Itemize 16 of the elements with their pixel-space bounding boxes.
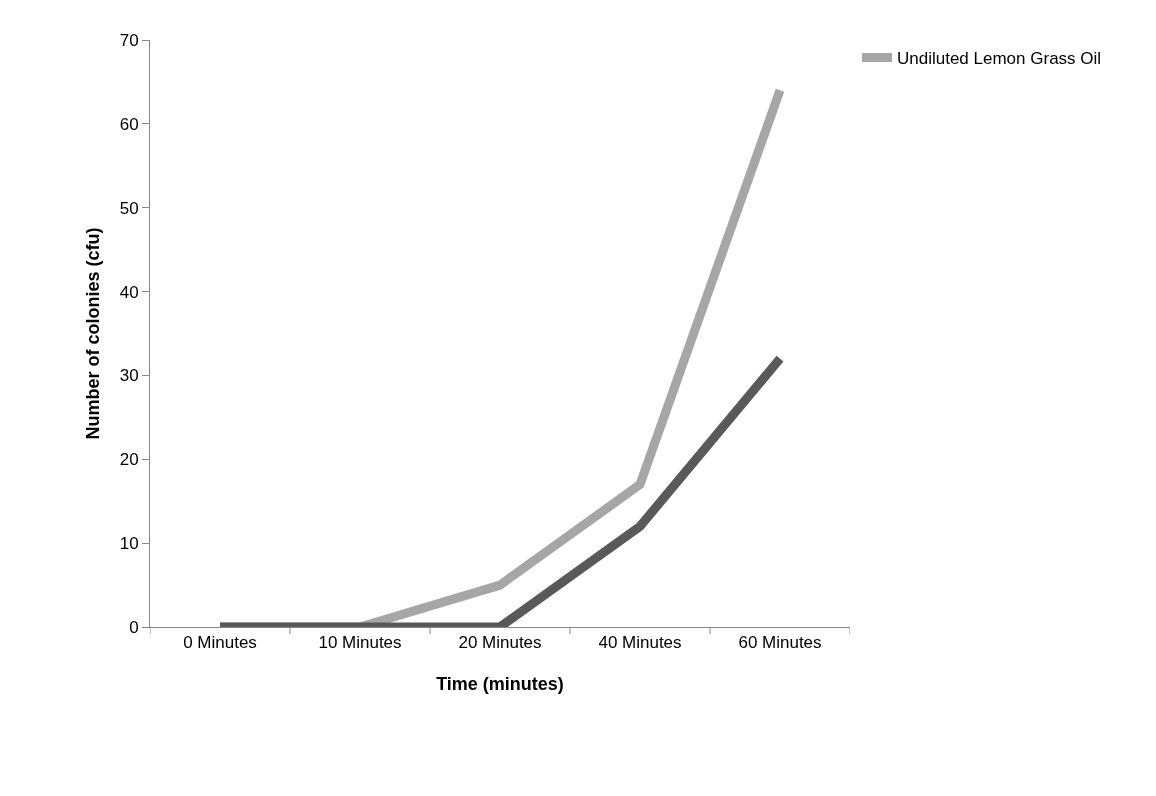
y-tick-label: 40 bbox=[119, 282, 139, 302]
y-tick-label: 60 bbox=[119, 114, 139, 134]
y-tick-label: 10 bbox=[119, 534, 139, 554]
x-axis-title: Time (minutes) bbox=[436, 673, 564, 694]
y-tick-label: 70 bbox=[119, 30, 139, 50]
x-tick-label: 10 Minutes bbox=[318, 633, 402, 653]
x-tick-label: 0 Minutes bbox=[183, 633, 257, 653]
y-axis-title: Number of colonies (cfu) bbox=[82, 227, 103, 440]
y-tick-label: 50 bbox=[119, 198, 139, 218]
y-tick-label: 20 bbox=[119, 450, 139, 470]
x-tick-label: 20 Minutes bbox=[458, 633, 542, 653]
x-tick-label: 40 Minutes bbox=[598, 633, 682, 653]
y-tick-label: 30 bbox=[119, 366, 139, 386]
x-tick-label: 60 Minutes bbox=[738, 633, 822, 653]
legend-label: Undiluted Lemon Grass Oil bbox=[897, 49, 1102, 69]
y-tick-label: 0 bbox=[129, 617, 139, 637]
